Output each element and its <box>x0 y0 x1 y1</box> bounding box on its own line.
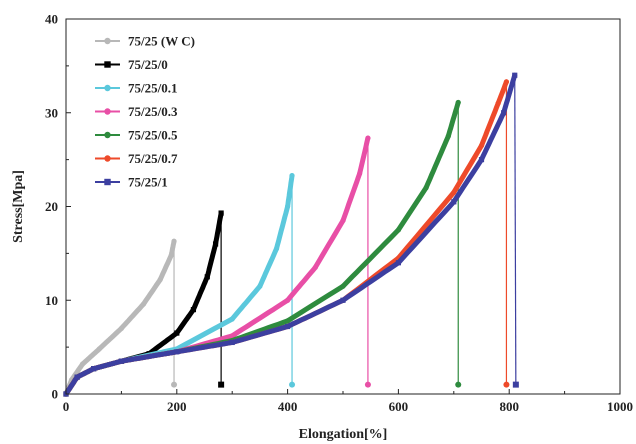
series-3 <box>63 172 296 397</box>
data-point <box>455 99 461 106</box>
data-point <box>285 318 291 324</box>
break-point <box>512 381 519 388</box>
x-tick-label: 800 <box>499 399 519 414</box>
legend-item: 75/25/0.3 <box>95 104 178 119</box>
legend-item: 75/25/0.7 <box>95 151 178 166</box>
break-point <box>218 381 225 388</box>
series-line <box>63 99 461 397</box>
legend-item: 75/25 (W C) <box>95 34 195 49</box>
data-point <box>190 307 197 313</box>
data-point <box>478 142 485 149</box>
legend-label: 75/25/0.7 <box>128 151 178 166</box>
y-axis-title: Stress[Mpa] <box>11 170 26 243</box>
data-point <box>257 283 263 289</box>
data-point <box>423 185 429 191</box>
axes-layer: 0 200 400 600 800 1000 0 10 20 30 40 <box>45 12 633 415</box>
x-tick-label: 200 <box>167 399 187 414</box>
data-point <box>273 246 280 252</box>
break-line <box>514 75 517 385</box>
break-point <box>171 381 178 388</box>
data-point <box>512 72 518 78</box>
legend-swatch-marker <box>104 37 111 45</box>
legend-label: 75/25/0.1 <box>128 81 177 96</box>
series-5 <box>63 99 462 397</box>
legend-swatch-marker <box>104 131 111 139</box>
legend-label: 75/25/1 <box>128 175 168 190</box>
data-point <box>340 283 346 289</box>
data-point <box>74 374 80 380</box>
data-point <box>212 241 219 247</box>
data-point <box>451 199 457 205</box>
data-point <box>218 210 224 216</box>
legend-swatch-marker <box>104 178 111 186</box>
data-point <box>229 339 235 346</box>
legend-swatch-marker <box>104 61 111 68</box>
data-point <box>365 135 371 141</box>
data-point <box>357 171 363 177</box>
x-tick-label: 600 <box>389 399 409 414</box>
legend-swatch-marker <box>104 84 111 92</box>
y-tick-label: 40 <box>45 12 58 27</box>
legend-swatch-marker <box>104 108 111 115</box>
legend-label: 75/25/0.3 <box>128 104 178 119</box>
y-tick-label: 10 <box>45 293 58 308</box>
x-axis-title: Elongation[%] <box>299 427 388 442</box>
series-line <box>63 135 371 397</box>
x-tick-label: 0 <box>63 399 70 414</box>
data-point <box>96 346 102 352</box>
data-point <box>157 277 163 283</box>
legend-item: 75/25/0.5 <box>95 128 178 143</box>
data-point <box>495 100 501 106</box>
data-point <box>285 297 291 303</box>
data-point <box>340 217 346 224</box>
data-point <box>171 238 177 244</box>
x-tick-label: 400 <box>278 399 298 414</box>
break-point <box>503 381 510 388</box>
data-point <box>118 358 124 364</box>
legend-item: 75/25/0.1 <box>95 81 177 96</box>
data-point <box>478 157 485 163</box>
y-tick-label: 20 <box>45 199 58 214</box>
data-point <box>229 316 235 322</box>
data-point <box>445 133 451 139</box>
data-point <box>174 349 180 355</box>
legend-label: 75/25 (W C) <box>128 34 195 49</box>
data-point <box>174 330 180 336</box>
legend: 75/25 (W C) 75/25/0 75/25/0.1 75/25/0.3 75/2… <box>95 34 195 190</box>
legend-item: 75/25/0 <box>95 57 168 72</box>
series-line <box>63 238 177 397</box>
data-point <box>451 189 457 196</box>
plot-frame <box>65 18 621 395</box>
data-point <box>168 252 174 258</box>
data-point <box>285 203 291 210</box>
data-point <box>118 325 124 331</box>
data-point <box>91 366 97 372</box>
x-tick-label: 1000 <box>607 399 633 414</box>
data-point <box>395 260 401 266</box>
data-point <box>501 110 507 116</box>
data-point <box>503 79 510 85</box>
data-point <box>340 297 346 303</box>
data-point <box>289 172 295 179</box>
legend-item: 75/25/1 <box>95 175 168 190</box>
legend-label: 75/25/0.5 <box>128 128 178 143</box>
break-point <box>364 381 371 388</box>
break-point <box>455 381 462 388</box>
data-point <box>285 323 291 330</box>
y-tick-label: 0 <box>52 387 59 402</box>
legend-swatch-marker <box>104 155 111 162</box>
data-point <box>140 301 147 307</box>
data-point <box>80 361 86 367</box>
data-point <box>204 274 210 280</box>
series-line <box>63 72 518 397</box>
break-point <box>289 381 296 388</box>
data-point <box>312 264 318 271</box>
data-point <box>395 227 401 233</box>
y-tick-label: 30 <box>45 105 58 120</box>
series-layer <box>63 72 519 397</box>
data-point <box>229 333 235 339</box>
series-4 <box>63 135 371 397</box>
legend-label: 75/25/0 <box>128 57 168 72</box>
